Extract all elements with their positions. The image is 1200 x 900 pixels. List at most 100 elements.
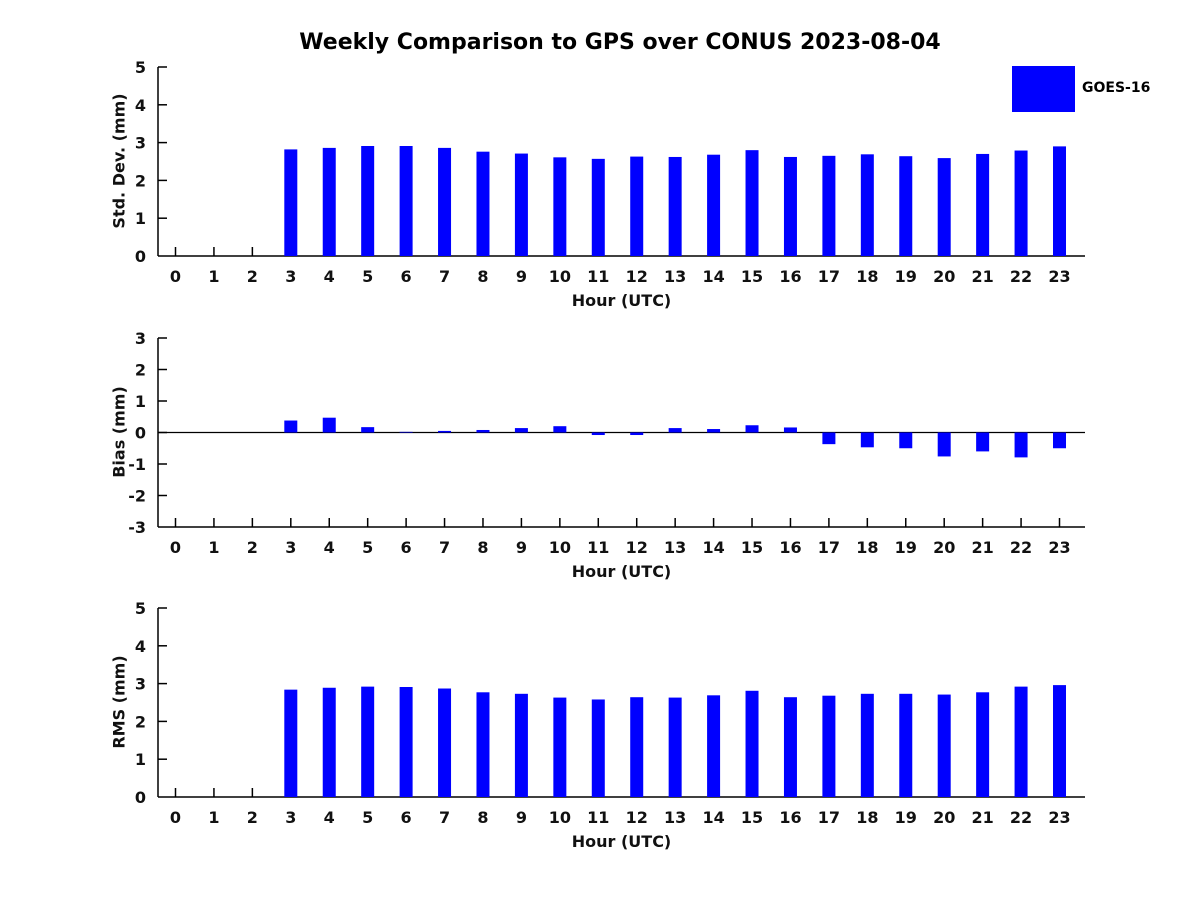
x-tick-label: 16 xyxy=(779,267,801,286)
xlabel-hour-utc-1: Hour (UTC) xyxy=(571,291,672,310)
x-tick-label: 14 xyxy=(702,538,724,557)
x-tick-label: 4 xyxy=(324,808,335,827)
y-tick-label: 3 xyxy=(135,675,146,694)
x-tick-label: 2 xyxy=(247,538,258,557)
y-tick-label: 3 xyxy=(135,329,146,348)
bar xyxy=(284,689,298,797)
bar xyxy=(438,147,452,256)
x-tick-label: 23 xyxy=(1048,808,1070,827)
x-tick-label: 5 xyxy=(362,538,373,557)
y-tick-label: 3 xyxy=(135,134,146,153)
bar xyxy=(860,693,874,797)
x-tick-label: 13 xyxy=(664,267,686,286)
y-tick-label: 2 xyxy=(135,712,146,731)
bar xyxy=(745,150,759,256)
bar xyxy=(514,153,528,256)
bar xyxy=(1053,146,1067,256)
x-tick-label: 12 xyxy=(626,538,648,557)
y-tick-label: -1 xyxy=(128,455,146,474)
bar xyxy=(399,431,413,433)
bar xyxy=(438,688,452,797)
x-tick-label: 8 xyxy=(477,808,488,827)
bar xyxy=(822,155,836,256)
bar xyxy=(707,429,721,433)
x-tick-label: 14 xyxy=(702,808,724,827)
bar xyxy=(361,686,375,797)
bar xyxy=(322,417,336,433)
x-tick-label: 12 xyxy=(626,808,648,827)
x-tick-label: 18 xyxy=(856,267,878,286)
xlabel-hour-utc-2: Hour (UTC) xyxy=(571,562,672,581)
x-tick-label: 7 xyxy=(439,808,450,827)
bar xyxy=(1014,686,1028,797)
x-tick-label: 17 xyxy=(818,267,840,286)
bar xyxy=(284,149,298,256)
bar xyxy=(899,156,913,256)
bar xyxy=(707,695,721,797)
y-tick-label: -2 xyxy=(128,487,146,506)
bar xyxy=(976,432,990,452)
x-tick-label: 19 xyxy=(895,538,917,557)
x-tick-label: 21 xyxy=(972,538,994,557)
x-tick-label: 21 xyxy=(972,267,994,286)
bar xyxy=(822,695,836,797)
x-tick-label: 0 xyxy=(170,267,181,286)
x-tick-label: 0 xyxy=(170,538,181,557)
y-tick-label: 1 xyxy=(135,392,146,411)
bar xyxy=(937,694,951,797)
x-tick-label: 23 xyxy=(1048,267,1070,286)
bar xyxy=(322,147,336,256)
x-tick-label: 5 xyxy=(362,808,373,827)
x-tick-label: 5 xyxy=(362,267,373,286)
bar xyxy=(284,420,298,433)
x-tick-label: 1 xyxy=(208,808,219,827)
x-tick-label: 6 xyxy=(401,808,412,827)
x-tick-label: 14 xyxy=(702,267,724,286)
bar xyxy=(668,156,682,256)
x-tick-label: 2 xyxy=(247,808,258,827)
x-tick-label: 3 xyxy=(285,808,296,827)
bar xyxy=(361,427,375,433)
bar xyxy=(783,427,797,433)
bar xyxy=(514,693,528,797)
x-tick-label: 11 xyxy=(587,538,609,557)
y-tick-label: 5 xyxy=(135,58,146,77)
legend-label: GOES-16 xyxy=(1082,80,1151,96)
bar xyxy=(937,158,951,256)
x-tick-label: 12 xyxy=(626,267,648,286)
bar xyxy=(591,699,605,797)
x-tick-label: 17 xyxy=(818,538,840,557)
x-tick-label: 18 xyxy=(856,808,878,827)
x-tick-label: 20 xyxy=(933,267,955,286)
bar xyxy=(1053,685,1067,797)
bar xyxy=(976,153,990,256)
x-tick-label: 1 xyxy=(208,267,219,286)
x-tick-label: 23 xyxy=(1048,538,1070,557)
bar xyxy=(668,697,682,797)
x-tick-label: 19 xyxy=(895,267,917,286)
y-tick-label: 1 xyxy=(135,750,146,769)
x-tick-label: 19 xyxy=(895,808,917,827)
bar xyxy=(899,693,913,797)
x-tick-label: 13 xyxy=(664,538,686,557)
bar xyxy=(707,154,721,256)
bar xyxy=(860,432,874,448)
x-tick-label: 15 xyxy=(741,267,763,286)
x-tick-label: 20 xyxy=(933,808,955,827)
bar xyxy=(630,432,644,436)
bar xyxy=(745,690,759,797)
x-tick-label: 11 xyxy=(587,267,609,286)
x-tick-label: 13 xyxy=(664,808,686,827)
y-tick-label: 0 xyxy=(135,247,146,266)
x-tick-label: 10 xyxy=(549,808,571,827)
bar xyxy=(783,697,797,797)
x-tick-label: 4 xyxy=(324,538,335,557)
bar xyxy=(937,432,951,457)
bar xyxy=(476,151,490,256)
x-tick-label: 16 xyxy=(779,538,801,557)
y-tick-label: 4 xyxy=(135,96,146,115)
bar xyxy=(322,687,336,797)
x-tick-label: 7 xyxy=(439,538,450,557)
x-tick-label: 10 xyxy=(549,538,571,557)
x-tick-label: 6 xyxy=(401,538,412,557)
